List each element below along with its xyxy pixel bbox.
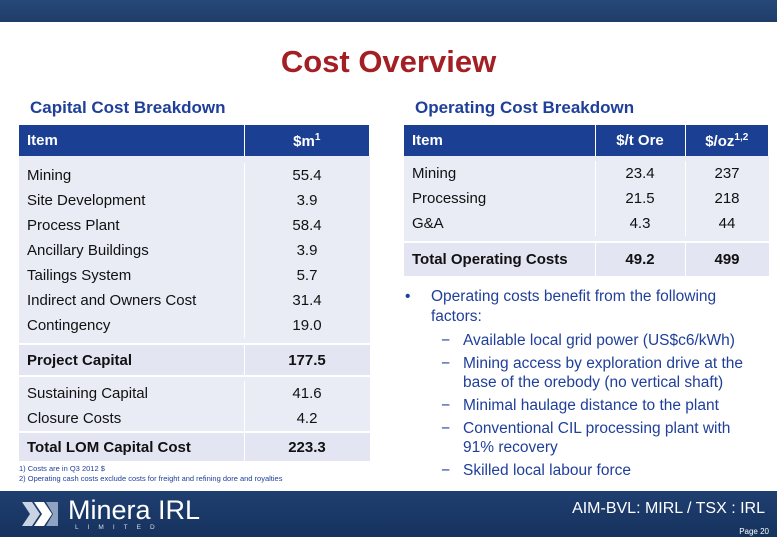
capital-col-value: $m1 [244,125,370,156]
table-row: Closure Costs 4.2 [19,406,370,431]
bullet-icon: • [405,288,411,305]
table-row: Sustaining Capital 41.6 [19,381,370,406]
table-row: Tailings System 5.7 [19,263,370,288]
capital-header-row: Item $m1 [19,125,370,156]
operating-table: Item $/t Ore $/oz1,2 Mining 23.4 237 Proce… [404,125,769,276]
table-row: Contingency 19.0 [19,313,370,338]
dash-icon: − [441,462,451,479]
list-item: − Conventional CIL processing plant with … [441,420,731,456]
total-capital-row: Total LOM Capital Cost 223.3 [19,433,370,461]
list-item: − Skilled local labour force [441,462,632,479]
capital-col-item: Item [19,125,245,156]
total-operating-row: Total Operating Costs 49.2 499 [404,243,769,276]
table-row: Ancillary Buildings 3.9 [19,238,370,263]
operating-col-item: Item [404,125,596,156]
minera-logo-icon [22,502,58,526]
logo-text: Minera IRL [68,495,201,525]
table-row: Processing 21.5 218 [404,186,769,211]
capital-heading: Capital Cost Breakdown [30,98,226,117]
capital-table: Item $m1 Mining 55.4 Site Development 3.9 … [19,125,370,461]
footnotes: 1) Costs are in Q3 2012 $ 2) Operating c… [19,464,283,483]
footer-bar: Minera IRL LIMITED AIM-BVL: MIRL / TSX :… [0,491,777,537]
operating-col-oz: $/oz1,2 [685,125,769,156]
table-row: G&A 4.3 44 [404,211,769,236]
page-number: Page 20 [739,527,769,536]
dash-icon: − [441,355,451,372]
dash-icon: − [441,332,451,349]
table-row: Site Development 3.9 [19,188,370,213]
operating-header-row: Item $/t Ore $/oz1,2 [404,125,769,156]
table-row: Process Plant 58.4 [19,213,370,238]
dash-icon: − [441,420,451,437]
list-item: − Available local grid power (US$c6/kWh) [441,332,735,349]
ticker-symbols: AIM-BVL: MIRL / TSX : IRL [572,500,765,517]
logo-subtext: LIMITED [75,524,164,531]
list-item: − Minimal haulage distance to the plant [441,397,719,414]
page-title: Cost Overview [280,44,497,79]
benefits-list: • Operating costs benefit from the follo… [405,287,765,480]
top-banner [0,0,777,22]
project-capital-row: Project Capital 177.5 [19,345,370,375]
operating-col-ore: $/t Ore [595,125,686,156]
list-item: • Operating costs benefit from the follo… [405,288,717,325]
table-row: Mining 23.4 237 [404,161,769,186]
operating-heading: Operating Cost Breakdown [415,98,635,117]
dash-icon: − [441,397,451,414]
table-row: Indirect and Owners Cost 31.4 [19,288,370,313]
table-row: Mining 55.4 [19,163,370,188]
list-item: − Mining access by exploration drive at t… [441,355,744,391]
